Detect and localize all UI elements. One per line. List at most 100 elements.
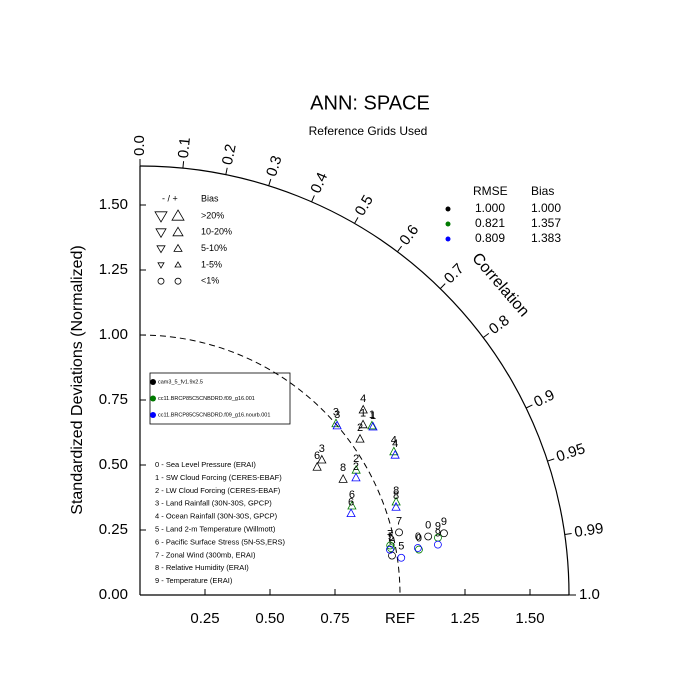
bias-key-title: Bias [201,193,219,203]
variable-label: 6 - Pacific Surface Stress (5N-5S,ERS) [155,537,286,546]
bias-key-label: 1-5% [201,259,222,269]
bias-key-up [173,243,183,252]
variable-label: 5 - Land 2-m Temperature (Willmott) [155,524,276,533]
point-label: 7 [387,528,393,540]
correlation-label: Correlation [468,250,532,320]
point-label: 3 [319,443,325,455]
correlation-tick [525,404,533,409]
point-label: 8 [393,485,399,497]
ref-label: REF [385,610,415,627]
data-point [347,500,357,510]
y-tick-label: 1.50 [99,196,128,213]
point-label: 5 [388,531,394,543]
point-label: 6 [314,450,320,462]
point-label: 4 [360,393,366,405]
bias-key-label: 5-10% [201,243,227,253]
correlation-tick-label: 0.8 [486,312,513,338]
summary-marker [445,236,451,242]
legend-label: cc11.BRCP85C5CNBDRD.f09_g16.001 [158,396,255,402]
correlation-tick-label: 0.3 [263,154,285,179]
point-label: 6 [348,497,354,509]
data-point [386,545,394,554]
y-tick-label: 0.75 [99,391,128,408]
rmse-header: RMSE [473,184,508,198]
correlation-tick [268,178,272,186]
bias-key-circle [157,277,165,285]
data-point [397,553,406,562]
correlation-tick [225,167,228,175]
x-tick-label: 1.25 [450,610,479,627]
data-point [367,420,377,430]
variable-label: 0 - Sea Level Pressure (ERAI) [155,460,256,469]
rmse-value: 0.821 [475,216,505,230]
variable-label: 4 - Ocean Rainfall (30N-30S, GPCP) [155,512,278,521]
correlation-tick-label: 0.99 [573,520,604,541]
bias-key-up [172,226,184,237]
point-label: 9 [435,521,441,533]
bias-key-circle [174,277,182,285]
data-point [338,473,348,483]
point-label: 9 [435,528,441,540]
correlation-tick-label: 0.6 [396,222,422,249]
data-point [424,532,433,541]
point-label: 1 [369,409,375,421]
y-tick-label: 1.00 [99,326,128,343]
point-label: 4 [391,435,397,447]
legend-label: cam3_5_fv1.9x2.5 [158,379,203,385]
variable-label: 3 - Land Rainfall (30N-30S, GPCP) [155,499,272,508]
x-tick-label: 0.25 [190,610,219,627]
point-label: 2 [357,422,363,434]
reference-arc [139,334,401,596]
point-label: 6 [349,489,355,501]
point-label: 9 [441,516,447,528]
legend-marker [150,412,156,418]
chart-subtitle: Reference Grids Used [309,124,428,138]
data-point [368,421,378,431]
point-label: 3 [334,409,340,421]
bias-key-header: - / + [162,193,178,203]
correlation-tick-label: 0.1 [175,137,194,159]
correlation-tick-label: 0.0 [131,135,148,156]
correlation-tick-label: 0.2 [219,143,240,167]
bias-key-down [157,262,165,269]
bias-key-up [171,209,185,221]
x-tick-label: 0.75 [320,610,349,627]
correlation-tick [182,161,185,169]
point-label: 4 [392,438,398,450]
data-point [346,508,356,517]
variable-label: 8 - Relative Humidity (ERAI) [155,563,249,572]
y-tick-label: 0.50 [99,456,128,473]
correlation-arc [139,165,570,596]
bias-key-label: 10-20% [201,227,232,237]
data-point [351,472,361,482]
data-point [386,541,395,550]
chart-title: ANN: SPACE [310,92,430,114]
correlation-tick-label: 0.5 [352,192,377,219]
point-label: 2 [353,461,359,473]
data-point [391,501,401,511]
bias-key-label: <1% [201,276,219,286]
summary-marker [445,206,451,212]
y-tick-label: 0.25 [99,521,128,538]
bias-header: Bias [531,184,554,198]
point-label: 2 [353,453,359,465]
correlation-tick [482,332,490,339]
y-axis-label: Standardized Deviations (Normalized) [69,245,86,514]
point-label: 5 [398,541,404,553]
correlation-tick-label: 0.7 [441,260,468,287]
legend-marker [150,379,156,385]
bias-key-up [174,261,182,268]
correlation-tick [396,245,403,253]
x-tick-label: 0.50 [255,610,284,627]
data-point [391,496,401,506]
point-label: 7 [396,515,402,527]
variable-label: 7 - Zonal Wind (300mb, ERAI) [155,550,256,559]
legend-label: cc11.BRCP85C5CNBDRD.f09_g16.nourb.001 [158,412,270,418]
point-label: 1 [360,408,366,420]
bias-key-label: >20% [201,210,224,220]
bias-key-down [156,245,166,254]
point-label: 0 [425,519,431,531]
correlation-tick [439,283,446,289]
correlation-tick [354,217,359,224]
